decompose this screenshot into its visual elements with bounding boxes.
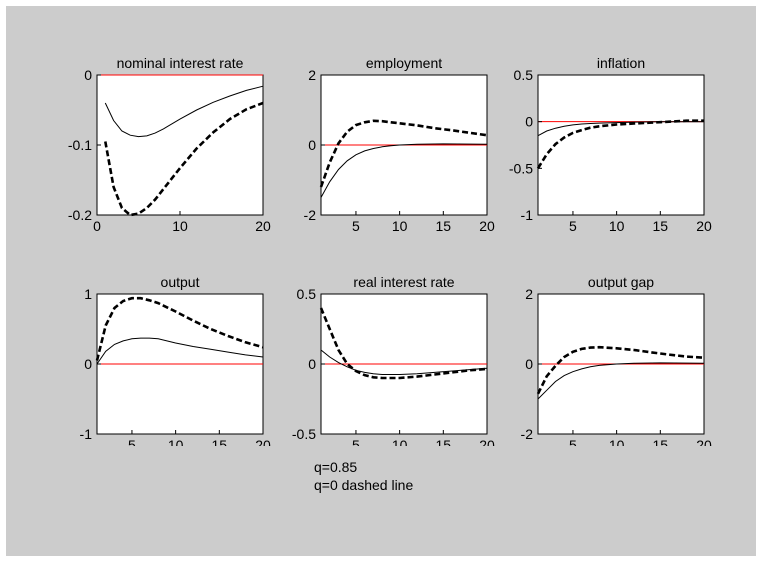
plot-area [96, 74, 264, 216]
series-dashed [319, 119, 488, 188]
series-dashed [536, 119, 704, 169]
x-tick-label: 20 [479, 437, 495, 446]
note-q-value: q=0.85 [314, 459, 358, 475]
series-solid [320, 143, 488, 198]
x-tick-label: 15 [653, 218, 669, 234]
y-tick-label: 0.5 [297, 286, 317, 302]
x-tick-label: 5 [569, 437, 577, 446]
series-solid [96, 337, 264, 365]
y-tick-label: 0 [84, 67, 92, 83]
subplot-title: nominal interest rate [117, 55, 244, 71]
x-tick-label: 15 [212, 437, 228, 446]
note-dashed-line: q=0 dashed line [314, 477, 414, 493]
x-tick-label: 20 [696, 218, 712, 234]
y-tick-label: -0.5 [292, 426, 316, 442]
x-tick-label: 10 [172, 218, 188, 234]
y-tick-label: -0.2 [68, 207, 92, 223]
x-tick-label: 10 [609, 218, 625, 234]
y-tick-label: 0 [84, 356, 92, 372]
x-tick-label: 5 [352, 437, 360, 446]
figure-notes: q=0.85 q=0 dashed line [314, 458, 413, 494]
subplot-5: real interest rate 5 10 15 20 0.5 0 -0.5 [292, 274, 495, 446]
x-tick-label: 15 [436, 437, 452, 446]
y-tick-label: 0 [308, 356, 316, 372]
x-tick-label: 10 [392, 218, 408, 234]
y-tick-label: -0.1 [68, 137, 92, 153]
y-tick-label: -2 [521, 426, 534, 442]
x-tick-label: 10 [168, 437, 184, 446]
series-dashed [104, 101, 264, 217]
y-tick-label: -0.5 [509, 160, 533, 176]
y-tick-label: 0.5 [514, 67, 534, 83]
series-dashed [319, 307, 488, 380]
x-tick-label: 10 [392, 437, 408, 446]
x-tick-label: 0 [93, 218, 101, 234]
y-tick-label: 1 [84, 286, 92, 302]
x-tick-label: 20 [479, 218, 495, 234]
x-tick-label: 20 [255, 218, 271, 234]
y-tick-label: 0 [525, 114, 533, 130]
subplot-1: nominal interest rate 0 10 20 0 -0.1 -0.2 [68, 55, 271, 234]
y-tick-label: -1 [521, 207, 534, 223]
x-tick-label: 5 [128, 437, 136, 446]
subplot-3: inflation 5 10 15 20 0.5 0 -0.5 -1 [509, 55, 712, 234]
subplot-title: output gap [588, 274, 654, 290]
x-tick-label: 20 [696, 437, 712, 446]
series-solid [537, 362, 705, 400]
subplot-title: real interest rate [353, 274, 454, 290]
x-tick-label: 5 [569, 218, 577, 234]
y-tick-label: -2 [304, 207, 317, 223]
y-tick-label: 0 [525, 356, 533, 372]
x-tick-label: 15 [436, 218, 452, 234]
series-solid [320, 349, 488, 375]
y-tick-label: 2 [525, 286, 533, 302]
x-tick-label: 15 [653, 437, 669, 446]
x-tick-label: 20 [255, 437, 271, 446]
subplot-title: output [161, 274, 200, 290]
series-solid [104, 85, 264, 138]
figure-window: nominal interest rate 0 10 20 0 -0.1 -0.2 emplo… [6, 6, 756, 556]
series-dashed [95, 296, 264, 361]
y-tick-label: 0 [308, 137, 316, 153]
x-tick-label: 5 [352, 218, 360, 234]
x-tick-label: 10 [609, 437, 625, 446]
y-tick-label: -1 [80, 426, 93, 442]
y-tick-label: 2 [308, 67, 316, 83]
subplot-title: inflation [597, 55, 645, 71]
plot-area [537, 74, 705, 216]
subplot-title: employment [366, 55, 442, 71]
